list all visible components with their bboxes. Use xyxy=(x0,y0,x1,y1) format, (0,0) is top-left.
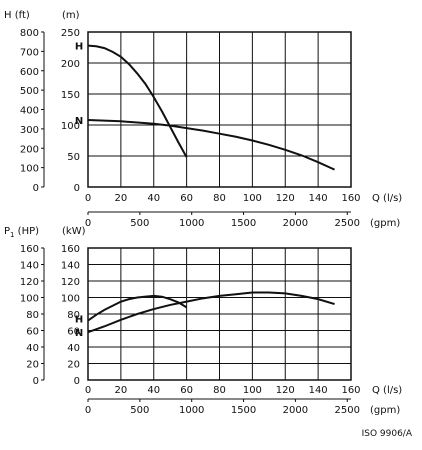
y-tick-label: 200 xyxy=(61,59,80,70)
secondary-y-tick-label: 500 xyxy=(20,86,39,97)
secondary-x-axis-label: (gpm) xyxy=(370,218,400,229)
series-line-n xyxy=(87,291,335,334)
x-tick-label: 100 xyxy=(243,193,262,204)
x-tick-label: 120 xyxy=(276,193,295,204)
series-label-n: N xyxy=(75,328,83,339)
y-tick-label: 250 xyxy=(61,28,80,39)
series-label-h: H xyxy=(75,42,83,53)
y-tick-label: 50 xyxy=(67,152,80,163)
secondary-y-tick-label: 300 xyxy=(20,125,39,136)
x-tick-label: 60 xyxy=(180,193,193,204)
series-label-h: H xyxy=(75,315,83,326)
secondary-y-tick-label: 200 xyxy=(20,144,39,155)
x-tick-label: 40 xyxy=(147,193,160,204)
secondary-x-tick-label: 500 xyxy=(130,218,149,229)
x-tick-label: 120 xyxy=(276,385,295,396)
secondary-x-tick-label: 1500 xyxy=(231,218,256,229)
y-axis-label: (m) xyxy=(62,10,80,21)
x-tick-label: 140 xyxy=(309,193,328,204)
secondary-y-tick-label: 400 xyxy=(20,106,39,117)
y-tick-label: 0 xyxy=(74,183,80,194)
secondary-y-tick-label: 80 xyxy=(26,310,39,321)
secondary-x-axis-label: (gpm) xyxy=(370,405,400,416)
x-tick-label: 0 xyxy=(85,193,91,204)
footnote: ISO 9906/A xyxy=(362,429,413,439)
x-axis-label: Q (l/s) xyxy=(372,385,402,396)
x-tick-label: 40 xyxy=(147,385,160,396)
x-tick-label: 60 xyxy=(180,385,193,396)
secondary-y-tick-label: 0 xyxy=(33,376,39,387)
x-tick-label: 160 xyxy=(341,193,360,204)
y-tick-label: 100 xyxy=(61,121,80,132)
secondary-y-tick-label: 60 xyxy=(26,327,39,338)
series-line-n xyxy=(87,119,335,171)
x-tick-label: 20 xyxy=(115,385,128,396)
secondary-y-axis-label: P1 (HP) xyxy=(4,226,39,239)
secondary-x-tick-label: 2500 xyxy=(335,405,360,416)
secondary-y-tick-label: 40 xyxy=(26,343,39,354)
y-tick-label: 150 xyxy=(61,90,80,101)
x-axis-label: Q (l/s) xyxy=(372,193,402,204)
power-chart: 0 20 40 60 80 100 120 140 160 (kW) 0 20 40 60 80 100 120… xyxy=(4,226,402,416)
series-line-h xyxy=(87,44,188,158)
secondary-y-tick-label: 160 xyxy=(20,244,39,255)
secondary-y-tick-label: 20 xyxy=(26,360,39,371)
series-label-n: N xyxy=(75,116,83,127)
head-chart: 050100150200250(m)0100200300400500600700… xyxy=(4,10,402,229)
secondary-x-tick-label: 2000 xyxy=(283,218,308,229)
secondary-y-tick-label: 120 xyxy=(20,277,39,288)
secondary-y-tick-label: 800 xyxy=(20,28,39,39)
secondary-x-tick-label: 1000 xyxy=(179,405,204,416)
plot-frame xyxy=(87,31,352,188)
y-tick-label: 140 xyxy=(61,261,80,272)
secondary-x-tick-label: 1000 xyxy=(179,218,204,229)
x-tick-label: 100 xyxy=(243,385,262,396)
secondary-x-tick-label: 0 xyxy=(85,405,91,416)
x-tick-label: 160 xyxy=(341,385,360,396)
y-axis-label: (kW) xyxy=(62,226,86,237)
secondary-x-tick-label: 2000 xyxy=(283,405,308,416)
secondary-x-tick-label: 1500 xyxy=(231,405,256,416)
y-tick-label: 160 xyxy=(61,244,80,255)
secondary-y-tick-label: 140 xyxy=(20,261,39,272)
series-line-h xyxy=(87,294,188,322)
y-tick-label: 40 xyxy=(67,343,80,354)
x-tick-label: 80 xyxy=(213,193,226,204)
secondary-y-tick-label: 700 xyxy=(20,47,39,58)
y-tick-label: 120 xyxy=(61,277,80,288)
secondary-y-tick-label: 100 xyxy=(20,294,39,305)
y-tick-label: 0 xyxy=(74,376,80,387)
y-tick-label: 100 xyxy=(61,294,80,305)
y-tick-label: 80 xyxy=(67,310,80,321)
x-tick-label: 0 xyxy=(85,385,91,396)
secondary-y-tick-label: 600 xyxy=(20,67,39,78)
x-tick-label: 20 xyxy=(115,193,128,204)
plot-frame xyxy=(87,247,352,381)
x-tick-label: 80 xyxy=(213,385,226,396)
secondary-y-tick-label: 100 xyxy=(20,164,39,175)
secondary-x-tick-label: 500 xyxy=(130,405,149,416)
secondary-y-tick-label: 0 xyxy=(33,183,39,194)
secondary-x-tick-label: 0 xyxy=(85,218,91,229)
x-tick-label: 140 xyxy=(309,385,328,396)
secondary-y-axis-label: H (ft) xyxy=(4,10,30,21)
secondary-x-tick-label: 2500 xyxy=(335,218,360,229)
y-tick-label: 20 xyxy=(67,360,80,371)
y-tick-label: 60 xyxy=(67,327,80,338)
